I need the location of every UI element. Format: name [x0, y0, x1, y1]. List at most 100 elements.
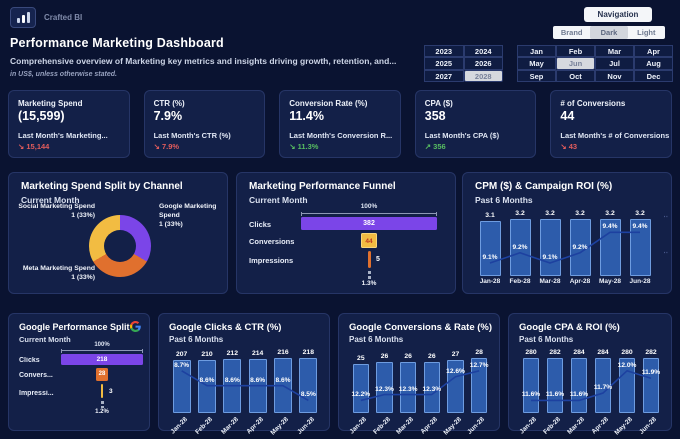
bar-value-label: 280 [525, 349, 537, 357]
x-axis-label: Apr-28 [419, 416, 439, 436]
kpi-conversion-rate: Conversion Rate (%) 11.4% Last Month's C… [279, 90, 401, 158]
bar-Jun-28[interactable] [642, 358, 660, 413]
bar-Jan-28[interactable] [522, 358, 540, 413]
theme-option-light[interactable]: Light [637, 28, 656, 37]
trend-down-icon: ↘ [560, 142, 567, 151]
funnel-bar-impressions[interactable] [100, 384, 104, 398]
month-nov[interactable]: Nov [595, 69, 634, 83]
funnel-value-impressions: 5 [376, 256, 380, 263]
x-axis-label: Jan-28 [518, 416, 539, 436]
bar-value-label: 3.2 [575, 209, 585, 217]
bar-value-label: 282 [645, 349, 657, 357]
month-feb[interactable]: Feb [556, 45, 595, 58]
month-oct[interactable]: Oct [556, 69, 595, 83]
bar-May-28[interactable] [447, 359, 464, 413]
x-axis-label: Apr-28 [245, 416, 265, 436]
theme-option-dark[interactable]: Dark [590, 26, 628, 39]
x-axis-label: Jan-28 [169, 416, 189, 436]
line-value-label: 9.2% [512, 243, 528, 251]
trend-down-icon: ↘ [289, 142, 296, 151]
year-2024[interactable]: 2024 [463, 45, 503, 58]
funnel-row-label: Clicks [19, 357, 40, 364]
kpi-value: (15,599) [18, 109, 65, 123]
chart-title: Google Clicks & CTR (%) [169, 322, 282, 333]
month-apr[interactable]: Apr [634, 45, 673, 58]
navigation-button[interactable]: Navigation [584, 7, 652, 22]
bar-Jun-28[interactable] [299, 357, 318, 413]
bar-Feb-28[interactable] [546, 358, 564, 413]
google-split-card: Google Performance Split Current Month 1… [8, 313, 150, 431]
google-clicks-ctr-card: Google Clicks & CTR (%) Past 6 Months 20… [158, 313, 330, 437]
funnel-row-label: Clicks [249, 220, 272, 229]
year-2027[interactable]: 2027 [424, 69, 464, 83]
month-jul[interactable]: Jul [595, 57, 634, 70]
month-aug[interactable]: Aug [634, 57, 673, 70]
x-axis-label: May-28 [442, 416, 463, 437]
month-jun[interactable]: Jun [556, 57, 595, 70]
bar-Mar-28[interactable] [399, 361, 417, 413]
x-axis-label: Feb-28 [509, 278, 531, 285]
brand-name: Crafted BI [44, 13, 83, 22]
funnel-bar-impressions[interactable] [367, 251, 371, 268]
funnel-bar-clicks[interactable]: 218 [61, 354, 143, 365]
x-axis-label: Jan-28 [479, 278, 501, 285]
bar-value-label: 26 [380, 352, 389, 360]
line-value-label: 8.7% [174, 361, 190, 369]
year-2025[interactable]: 2025 [424, 57, 464, 70]
chart-title: Google Performance Split [19, 321, 130, 332]
month-sep[interactable]: Sep [517, 69, 556, 83]
kpi-trend: ↘ 11.3% [289, 142, 391, 151]
funnel-axis-label: 100% [360, 203, 378, 210]
funnel-bar-conversions[interactable]: 44 [361, 233, 377, 248]
donut-chart[interactable] [89, 215, 151, 277]
funnel-mini-bar [367, 271, 371, 279]
bar-Apr-28[interactable] [423, 361, 441, 413]
month-may[interactable]: May [517, 57, 556, 70]
kpi-prev-value: 356 [433, 142, 446, 151]
line-value-label: 8.5% [300, 391, 316, 399]
currency-note: in US$, unless otherwise stated. [10, 71, 117, 78]
x-axis-label: Feb-28 [371, 416, 392, 436]
bar-Jan-28[interactable] [479, 220, 501, 276]
x-axis-labels: Jan-28 Feb-28 Mar-28 Apr-28 May-28 Jun-28 [348, 413, 491, 437]
theme-toggle: Brand Dark Light [553, 26, 665, 39]
bar-Feb-28[interactable] [376, 361, 393, 413]
x-axis-labels: Jan-28 Feb-28 Mar-28 Apr-28 May-28 Jun-28 [519, 413, 663, 437]
theme-option-brand[interactable]: Brand [560, 28, 583, 37]
kpi-trend: ↗ 356 [425, 142, 527, 151]
line-value-label: 11.6% [521, 391, 541, 399]
year-2023[interactable]: 2023 [424, 45, 464, 58]
bar-Jan-28[interactable] [352, 363, 370, 413]
donut-label-google: Google Marketing Spend 1 (33%) [159, 203, 217, 228]
bar-value-label: 3.2 [605, 209, 615, 217]
line-value-label: 8.6% [199, 376, 215, 384]
bar-Apr-28[interactable] [569, 218, 591, 276]
funnel-mini-bar [101, 401, 104, 408]
month-dec[interactable]: Dec [634, 69, 673, 83]
kpi-prev-label: Last Month's # of Conversions [560, 131, 670, 140]
line-value-label: 9.4% [632, 223, 648, 231]
kpi-prev-label: Last Month's Conversion R... [289, 131, 393, 140]
year-2026[interactable]: 2026 [463, 57, 503, 70]
bar-value-label: 207 [175, 351, 188, 359]
funnel-bar-conversions[interactable]: 28 [96, 368, 108, 381]
line-value-label: 12.6% [446, 367, 465, 375]
google-cpa-roi-chart: 280 282 284 284 280 282 11.6% 11.6% 11.6% 11.7% 12… [517, 346, 665, 437]
kpi-prev-value: 7.9% [161, 142, 180, 151]
x-axis-label: Mar-28 [539, 278, 561, 285]
bar-value-label: 25 [357, 354, 365, 362]
x-axis-labels: Jan-28 Feb-28 Mar-28 Apr-28 May-28 Jun-28 [169, 413, 321, 437]
kpi-label: Conversion Rate (%) [289, 99, 368, 108]
month-jan[interactable]: Jan [517, 45, 556, 58]
x-axis-label: Jan-28 [348, 416, 368, 436]
marketing-funnel-card: Marketing Performance Funnel Current Mon… [236, 172, 456, 294]
line-value-label: 9.1% [542, 254, 558, 262]
funnel-bar-clicks[interactable]: 382 [301, 217, 437, 230]
year-2028[interactable]: 2028 [463, 69, 503, 83]
bar-Feb-28[interactable] [509, 218, 531, 276]
month-mar[interactable]: Mar [595, 45, 634, 58]
month-picker: Jan Feb Mar Apr May Jun Jul Aug Sep Oct … [517, 45, 673, 83]
bar-value-label: 284 [573, 348, 585, 356]
funnel-row-label: Convers... [19, 372, 53, 379]
funnel-axis-bracket [61, 349, 143, 353]
